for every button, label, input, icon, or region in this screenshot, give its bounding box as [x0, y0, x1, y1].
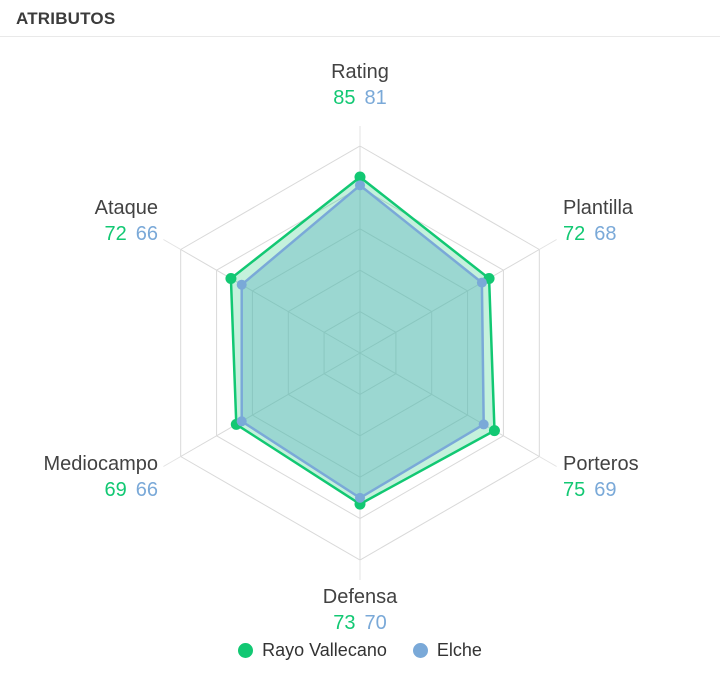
legend-item-elche[interactable]: Elche	[412, 640, 482, 661]
data-point-rayo-vallecano-porteros[interactable]	[488, 425, 500, 437]
axis-value-rayo-vallecano-porteros: 75	[563, 479, 586, 501]
axis-value-rayo-vallecano-plantilla: 72	[563, 223, 586, 245]
axis-value-elche-ataque: 66	[135, 223, 158, 245]
axis-label-porteros: Porteros	[563, 453, 639, 475]
axis-label-block-porteros: Porteros 75 69	[563, 451, 639, 503]
data-point-elche-mediocampo[interactable]	[236, 416, 247, 427]
grid-axis-extension	[163, 239, 181, 250]
data-point-elche-porteros[interactable]	[478, 419, 489, 430]
grid-spoke	[359, 249, 540, 354]
data-point-elche-ataque[interactable]	[236, 279, 247, 290]
legend-label-rayo-vallecano: Rayo Vallecano	[262, 640, 387, 660]
axis-label-defensa: Defensa	[322, 586, 398, 608]
axis-values-plantilla: 72 68	[563, 221, 633, 247]
data-point-elche-rating[interactable]	[355, 180, 365, 191]
axis-value-elche-mediocampo: 66	[135, 479, 158, 501]
axis-value-rayo-vallecano-rating: 85	[333, 87, 356, 109]
axis-label-ataque: Ataque	[94, 197, 158, 219]
axis-label-rating: Rating	[331, 61, 389, 83]
axis-value-rayo-vallecano-defensa: 73	[333, 612, 356, 634]
grid-spoke	[180, 352, 361, 457]
legend-dot-rayo-vallecano	[238, 643, 254, 658]
series-fill-elche	[241, 185, 484, 498]
axis-value-elche-plantilla: 68	[594, 223, 617, 245]
axis-label-block-ataque: Ataque 72 66	[95, 195, 158, 247]
legend-dot-elche	[412, 643, 428, 658]
series-fill-rayo-vallecano	[230, 177, 495, 505]
axis-values-ataque: 72 66	[95, 221, 159, 247]
chart-legend: Rayo Vallecano Elche	[0, 640, 720, 661]
axis-label-block-defensa: Defensa 73 70	[323, 584, 398, 636]
grid-axis-extension	[539, 239, 557, 250]
grid-spoke	[180, 249, 361, 354]
data-point-rayo-vallecano-ataque[interactable]	[225, 272, 237, 284]
grid-spoke	[359, 352, 540, 457]
axis-value-elche-defensa: 70	[364, 612, 387, 634]
axis-label-plantilla: Plantilla	[563, 197, 634, 219]
axis-value-elche-rating: 81	[364, 87, 387, 109]
axis-label-block-rating: Rating 85 81	[331, 59, 389, 111]
grid-axis-extension	[539, 456, 557, 467]
axis-values-rating: 85 81	[331, 85, 389, 111]
data-point-elche-plantilla[interactable]	[476, 277, 487, 288]
section-title: ATRIBUTOS	[16, 9, 116, 28]
axis-value-elche-porteros: 69	[594, 479, 617, 501]
axis-value-rayo-vallecano-ataque: 72	[104, 223, 127, 245]
legend-label-elche: Elche	[436, 640, 482, 660]
grid-axis-extension	[163, 456, 181, 467]
section-header: ATRIBUTOS	[0, 0, 720, 37]
axis-value-rayo-vallecano-mediocampo: 69	[104, 479, 127, 501]
axis-label-mediocampo: Mediocampo	[43, 453, 158, 475]
data-point-rayo-vallecano-rating[interactable]	[354, 171, 366, 183]
axis-label-block-plantilla: Plantilla 72 68	[563, 195, 633, 247]
axis-values-defensa: 73 70	[323, 610, 398, 636]
axis-values-mediocampo: 69 66	[43, 477, 159, 503]
legend-item-rayo-vallecano[interactable]: Rayo Vallecano	[238, 640, 387, 661]
data-point-elche-defensa[interactable]	[355, 492, 365, 503]
axis-label-block-mediocampo: Mediocampo 69 66	[43, 451, 158, 503]
axis-values-porteros: 75 69	[563, 477, 639, 503]
